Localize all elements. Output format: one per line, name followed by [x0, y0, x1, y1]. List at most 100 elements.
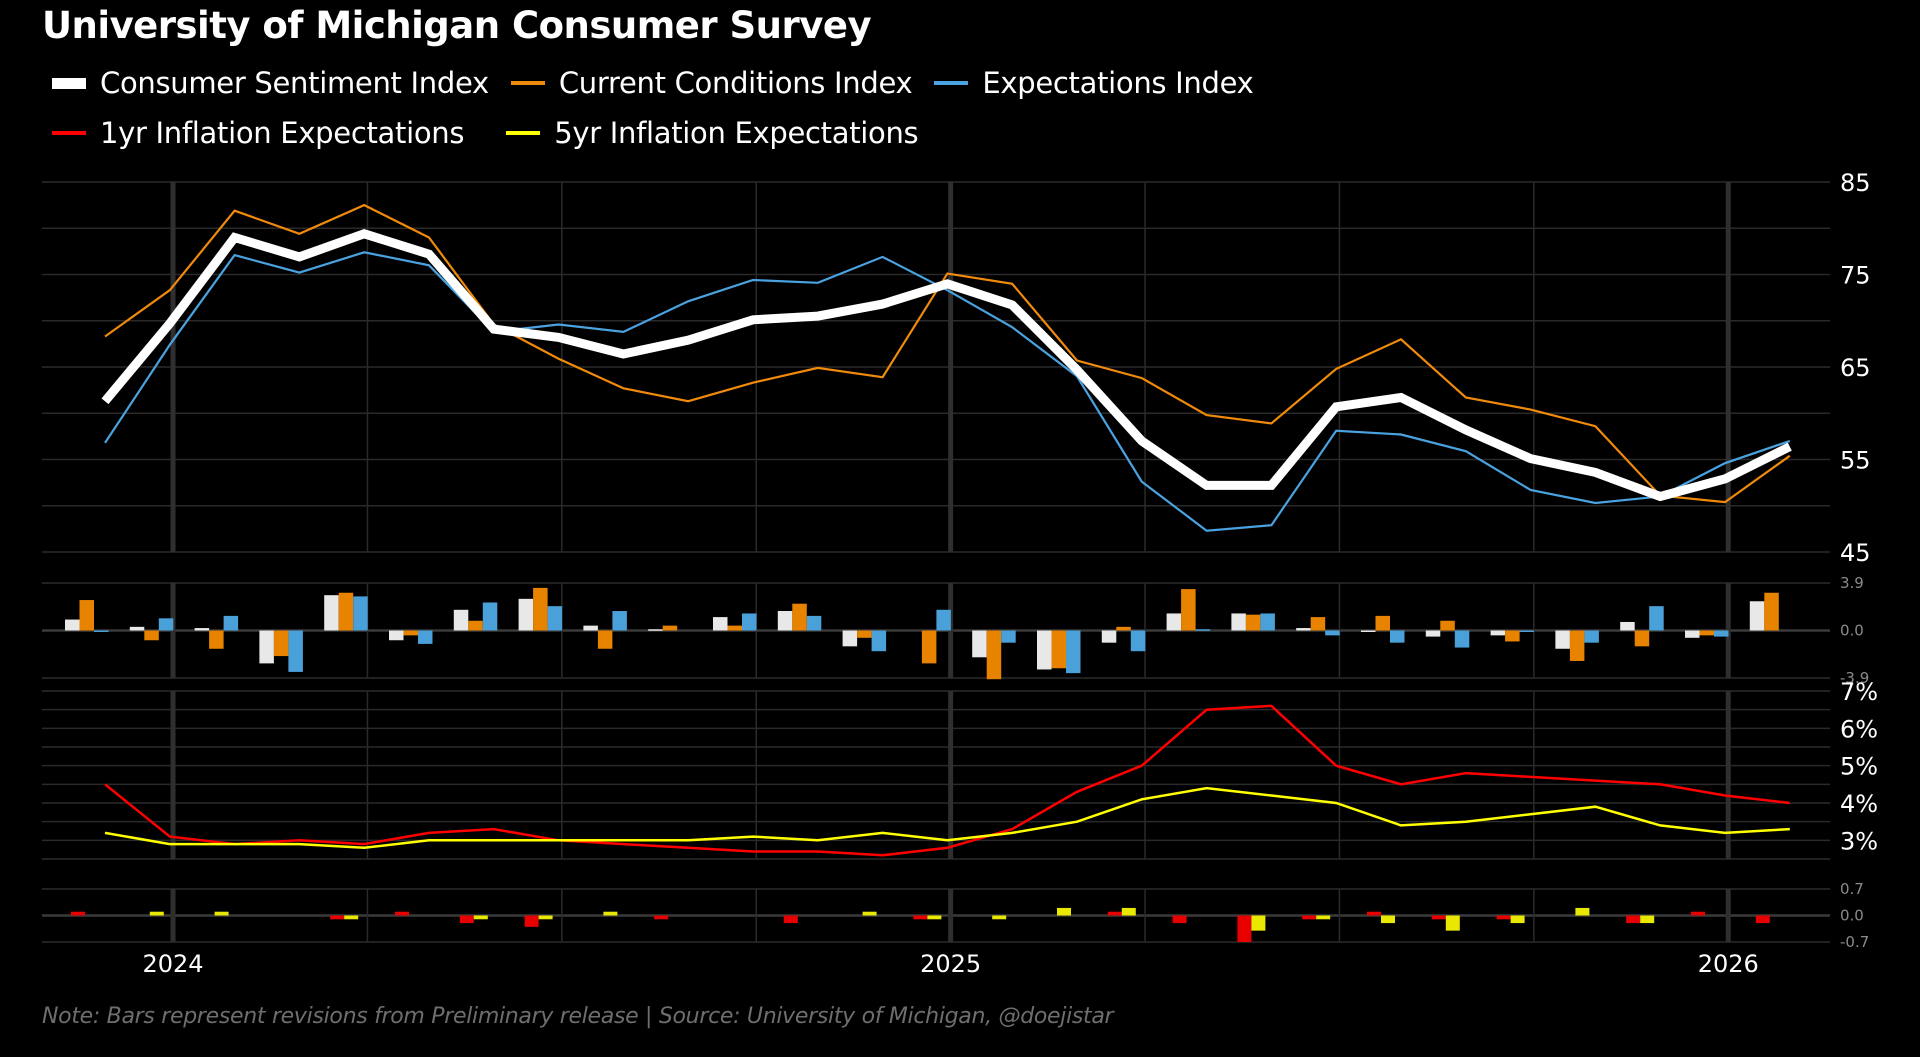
revision-bar — [1519, 630, 1535, 632]
revision-bar — [1231, 613, 1246, 631]
y-tick-label: 85 — [1840, 169, 1871, 197]
y-tick-label: 45 — [1840, 539, 1871, 567]
revision-bar — [1445, 915, 1460, 931]
y-tick-label: 4% — [1840, 790, 1878, 818]
legend-row-1: Consumer Sentiment Index Current Conditi… — [52, 66, 1276, 100]
revision-bar — [518, 598, 534, 631]
revision-bar — [459, 915, 474, 924]
revision-bar — [453, 609, 469, 631]
revision-bar — [214, 911, 229, 916]
revision-bar — [1649, 606, 1664, 631]
revision-bar — [583, 625, 598, 631]
revision-bar — [921, 630, 937, 664]
revision-bar — [1381, 915, 1395, 924]
revision-bar — [1685, 630, 1700, 638]
revision-bar — [273, 630, 289, 657]
revision-bar — [871, 630, 887, 652]
revision-bar — [1316, 915, 1331, 920]
revision-bar — [1584, 630, 1599, 643]
revision-bar — [1375, 615, 1390, 631]
legend-swatch-expectations — [934, 81, 969, 85]
revision-bar — [403, 630, 418, 636]
revision-bar — [862, 911, 877, 916]
revision-bar — [1490, 630, 1506, 636]
revision-bar — [288, 630, 303, 672]
x-tick-label: 2025 — [920, 950, 981, 978]
revision-bar — [1505, 630, 1520, 642]
legend-swatch-consumer-sentiment — [52, 77, 86, 89]
legend-label: 1yr Inflation Expectations — [100, 116, 465, 150]
revision-bar — [1691, 911, 1705, 916]
revision-bar — [806, 615, 822, 631]
revision-bar — [468, 620, 483, 631]
revision-bar — [1121, 907, 1136, 916]
revision-bar — [533, 587, 548, 631]
revision-bar — [1325, 630, 1340, 636]
revision-bar — [662, 625, 678, 631]
legend-row-2: 1yr Inflation Expectations 5yr Inflation… — [52, 116, 940, 150]
revision-bar — [727, 625, 742, 631]
revision-bar — [149, 911, 164, 916]
revision-bar — [1260, 613, 1275, 631]
revision-bar — [1440, 620, 1455, 631]
revision-bar — [547, 606, 563, 631]
revision-bar — [1575, 907, 1590, 916]
y-tick-label: 5% — [1840, 753, 1878, 781]
legend-item-consumer-sentiment: Consumer Sentiment Index — [52, 66, 489, 100]
revision-bar — [1237, 915, 1252, 942]
revision-bar — [1130, 630, 1146, 652]
legend-swatch-5yr-inflation — [506, 131, 541, 135]
revision-bar — [1195, 629, 1211, 631]
legend-label: Current Conditions Index — [558, 66, 913, 100]
revision-bar — [1037, 630, 1052, 670]
x-tick-label: 2024 — [143, 950, 204, 978]
revision-bar — [1116, 626, 1131, 631]
revision-bar — [1251, 915, 1266, 931]
revision-bar — [1245, 614, 1261, 631]
series-line-1yr-inflation-expectations — [104, 704, 1790, 857]
legend-label: Consumer Sentiment Index — [100, 66, 489, 100]
revision-bar — [129, 626, 145, 631]
revision-bar — [194, 628, 210, 631]
revision-bar — [986, 630, 1002, 680]
revision-bar — [1640, 915, 1655, 924]
revision-bar — [418, 630, 433, 644]
revision-bar — [1310, 617, 1326, 631]
revision-bar — [1367, 911, 1381, 916]
legend-label: 5yr Inflation Expectations — [554, 116, 919, 150]
series-line-5yr-inflation-expectations — [104, 786, 1790, 850]
revision-bar — [473, 915, 488, 920]
revision-bar — [612, 611, 627, 631]
revision-bar — [223, 615, 239, 631]
revision-bar — [1626, 915, 1641, 924]
revision-bar — [1166, 613, 1182, 631]
revision-bar — [777, 611, 793, 631]
y-tick-label: -0.7 — [1840, 933, 1869, 951]
revision-bar — [389, 630, 404, 641]
chart-title: University of Michigan Consumer Survey — [42, 4, 872, 47]
legend-item-1yr-inflation: 1yr Inflation Expectations — [52, 116, 464, 150]
revision-bar — [1057, 907, 1071, 916]
revision-bar — [1302, 915, 1317, 920]
revision-bar — [158, 618, 174, 631]
y-tick-label: 0.0 — [1840, 907, 1864, 925]
revision-bar — [538, 915, 553, 920]
revision-bar — [742, 613, 757, 631]
revision-bar — [972, 630, 987, 658]
revision-bar — [1496, 915, 1511, 920]
y-tick-label: 65 — [1840, 354, 1871, 382]
revision-bar — [1634, 630, 1650, 647]
chart-canvas: 85 75 65 55 45 3.9 0.0 -3.97% 6% 5% 4% 3% 0.7 0.0 -0.7… — [42, 169, 1878, 978]
revision-bar — [1361, 630, 1376, 632]
revision-bar — [713, 617, 728, 631]
y-tick-label: 3% — [1840, 827, 1878, 855]
revision-bar — [1066, 630, 1081, 674]
y-tick-label: 3.9 — [1840, 574, 1864, 592]
revision-bar — [1555, 630, 1570, 649]
revision-bar — [259, 630, 274, 664]
footnote: Note: Bars represent revisions from Prel… — [42, 1004, 1114, 1029]
y-tick-label: 55 — [1840, 447, 1871, 475]
revision-bar — [1620, 621, 1635, 631]
revision-bar — [857, 630, 872, 638]
revision-bar — [1172, 915, 1187, 924]
